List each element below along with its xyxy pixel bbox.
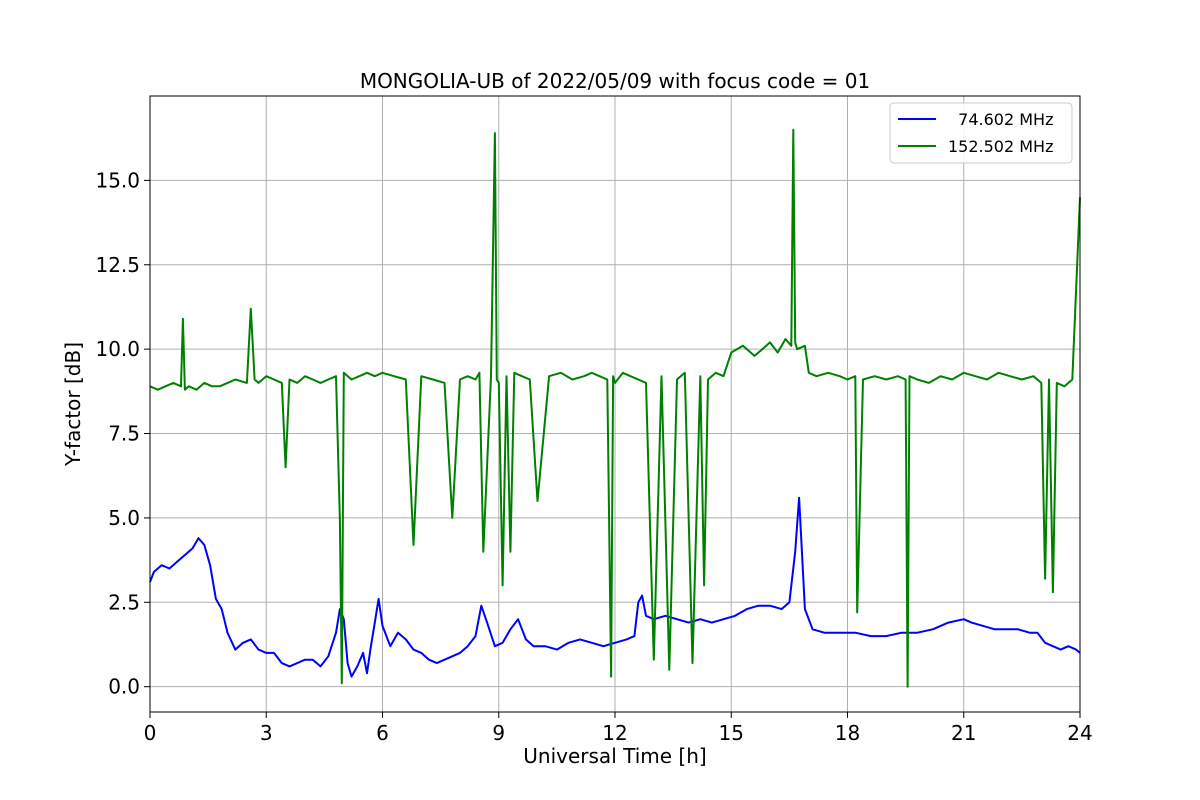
y-tick-label: 7.5 <box>108 422 140 446</box>
x-tick-label: 18 <box>835 721 860 745</box>
x-tick-label: 0 <box>144 721 157 745</box>
grid <box>149 96 1081 712</box>
y-tick-label: 15.0 <box>95 168 140 192</box>
ticks: 0 3 6 9 12 15 18 21 24 0.0 2.5 5.0 7.5 10.0 12.5 15.0 <box>95 168 1092 745</box>
legend-label: 74.602 MHz <box>948 110 1053 129</box>
x-tick-label: 15 <box>719 721 744 745</box>
y-axis-label: Y-factor [dB] <box>61 342 85 467</box>
x-axis-label: Universal Time [h] <box>523 744 706 768</box>
x-tick-label: 24 <box>1067 721 1092 745</box>
y-tick-label: 0.0 <box>108 675 140 699</box>
y-tick-label: 5.0 <box>108 506 140 530</box>
legend: 74.602 MHz 152.502 MHz <box>889 102 1073 164</box>
x-tick-label: 3 <box>260 721 273 745</box>
x-tick-label: 6 <box>376 721 389 745</box>
y-tick-label: 12.5 <box>95 253 140 277</box>
series-layer <box>149 128 1081 688</box>
x-tick-label: 9 <box>492 721 505 745</box>
legend-label: 152.502 MHz <box>948 137 1053 156</box>
y-tick-label: 2.5 <box>108 590 140 614</box>
chart-title: MONGOLIA-UB of 2022/05/09 with focus cod… <box>360 69 870 93</box>
series-line-1 <box>149 128 1081 688</box>
x-tick-label: 12 <box>602 721 627 745</box>
series-line-0 <box>149 496 1081 678</box>
x-tick-label: 21 <box>951 721 976 745</box>
y-tick-label: 10.0 <box>95 337 140 361</box>
